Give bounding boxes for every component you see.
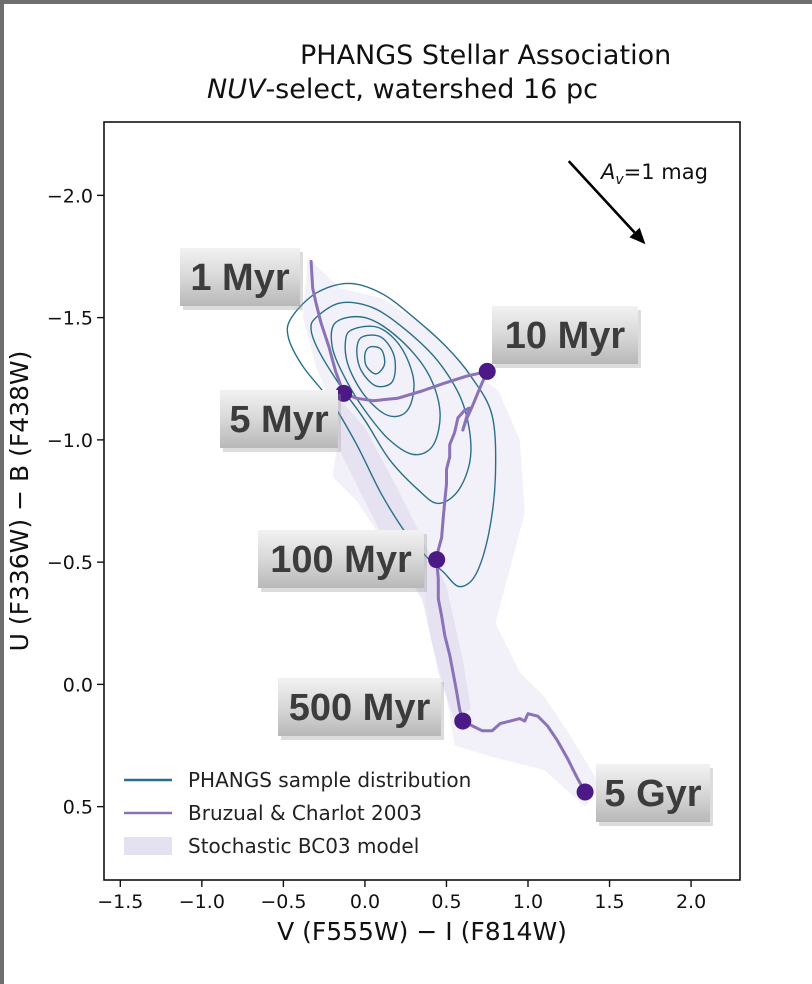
legend: PHANGS sample distribution Bruzual & Char… <box>124 768 471 858</box>
contour-level-1 <box>286 282 497 588</box>
x-axis-label: V (F555W) − I (F814W) <box>277 917 567 946</box>
x-tick-label: 0.5 <box>431 891 461 913</box>
age-point-layer <box>335 362 594 801</box>
age-label-layer: 1 Myr 5 Myr 10 Myr 100 Myr 500 Myr 5 Gyr <box>180 248 713 826</box>
plot-frame <box>103 121 741 881</box>
arrow-label-a: A <box>599 160 615 184</box>
tick-layer: −1.5 −1.0 −0.5 0.0 0.5 1.0 1.5 2.0 −2.0 −1.5 −1.0 −… <box>47 185 706 913</box>
annotation-layer: Av=1 mag <box>567 160 708 245</box>
age-label-box <box>596 764 710 822</box>
age-point-100-myr <box>428 551 446 569</box>
contour-layer <box>286 282 497 588</box>
y-tick-label: −1.5 <box>47 308 93 330</box>
age-label-box <box>180 248 300 306</box>
age-label-text: 1 Myr <box>190 257 289 299</box>
age-point-10-myr <box>478 362 496 380</box>
age-label-text: 5 Gyr <box>604 773 701 815</box>
age-label-box <box>278 678 441 736</box>
age-label-5-myr: 5 Myr <box>220 390 341 452</box>
y-tick-label: −1.0 <box>47 430 93 452</box>
age-label-10-myr: 10 Myr <box>492 306 641 368</box>
age-point-500-myr <box>454 712 472 730</box>
contour-level-6 <box>363 345 386 375</box>
age-label-500-myr: 500 Myr <box>278 678 444 740</box>
legend-label-bruzual-charlot-2003: Bruzual & Charlot 2003 <box>188 801 422 825</box>
age-label-1-myr: 1 Myr <box>180 248 303 310</box>
x-tick-label: 2.0 <box>676 891 706 913</box>
age-label-box <box>492 306 638 364</box>
arrow-label-sub: v <box>615 172 624 188</box>
x-tick-label: 1.0 <box>513 891 543 913</box>
y-tick-label: −0.5 <box>47 552 93 574</box>
contour-level-2 <box>310 301 472 505</box>
y-tick-label: −2.0 <box>47 185 93 207</box>
reddening-arrow-label: Av=1 mag <box>599 160 708 188</box>
y-tick-label: 0.0 <box>63 674 93 696</box>
bc03-track-layer <box>309 259 587 794</box>
x-tick-label: 1.5 <box>594 891 624 913</box>
legend-swatch-stochastic-bc03-model <box>124 837 172 855</box>
subtitle-rest-part: -select, watershed 16 pc <box>265 74 598 105</box>
age-label-text: 10 Myr <box>505 315 626 357</box>
chart-subtitle: NUV-select, watershed 16 pc <box>207 74 598 105</box>
age-label-text: 5 Myr <box>229 399 328 441</box>
chart-title: PHANGS Stellar Association <box>300 40 672 71</box>
y-tick-label: 0.5 <box>63 797 93 819</box>
legend-label-phangs-sample-distribution: PHANGS sample distribution <box>188 768 471 792</box>
x-tick-label: 0.0 <box>350 891 380 913</box>
x-tick-label: −0.5 <box>260 891 306 913</box>
age-label-box <box>258 530 424 588</box>
age-label-text: 100 Myr <box>270 539 412 581</box>
reddening-arrow-head <box>629 227 646 245</box>
y-axis-label: U (F336W) − B (F438W) <box>5 351 34 652</box>
contour-level-3 <box>330 315 441 456</box>
arrow-label-rest: =1 mag <box>624 160 708 184</box>
contour-level-4 <box>344 325 415 418</box>
age-label-100-myr: 100 Myr <box>258 530 427 592</box>
age-label-box <box>220 390 338 448</box>
x-tick-label: −1.0 <box>179 891 225 913</box>
subtitle-italic-part: NUV <box>207 74 266 105</box>
age-label-5-gyr: 5 Gyr <box>596 764 713 826</box>
reddening-arrow-shaft <box>567 160 636 234</box>
age-point-5-myr <box>335 384 353 402</box>
legend-label-stochastic-bc03-model: Stochastic BC03 model <box>188 834 419 858</box>
stochastic-region-1 <box>303 256 602 807</box>
age-label-text: 500 Myr <box>289 687 431 729</box>
contour-level-5 <box>356 334 397 388</box>
x-tick-label: −1.5 <box>97 891 143 913</box>
age-point-5-gyr <box>576 783 594 801</box>
bc03-track-line <box>309 259 587 794</box>
